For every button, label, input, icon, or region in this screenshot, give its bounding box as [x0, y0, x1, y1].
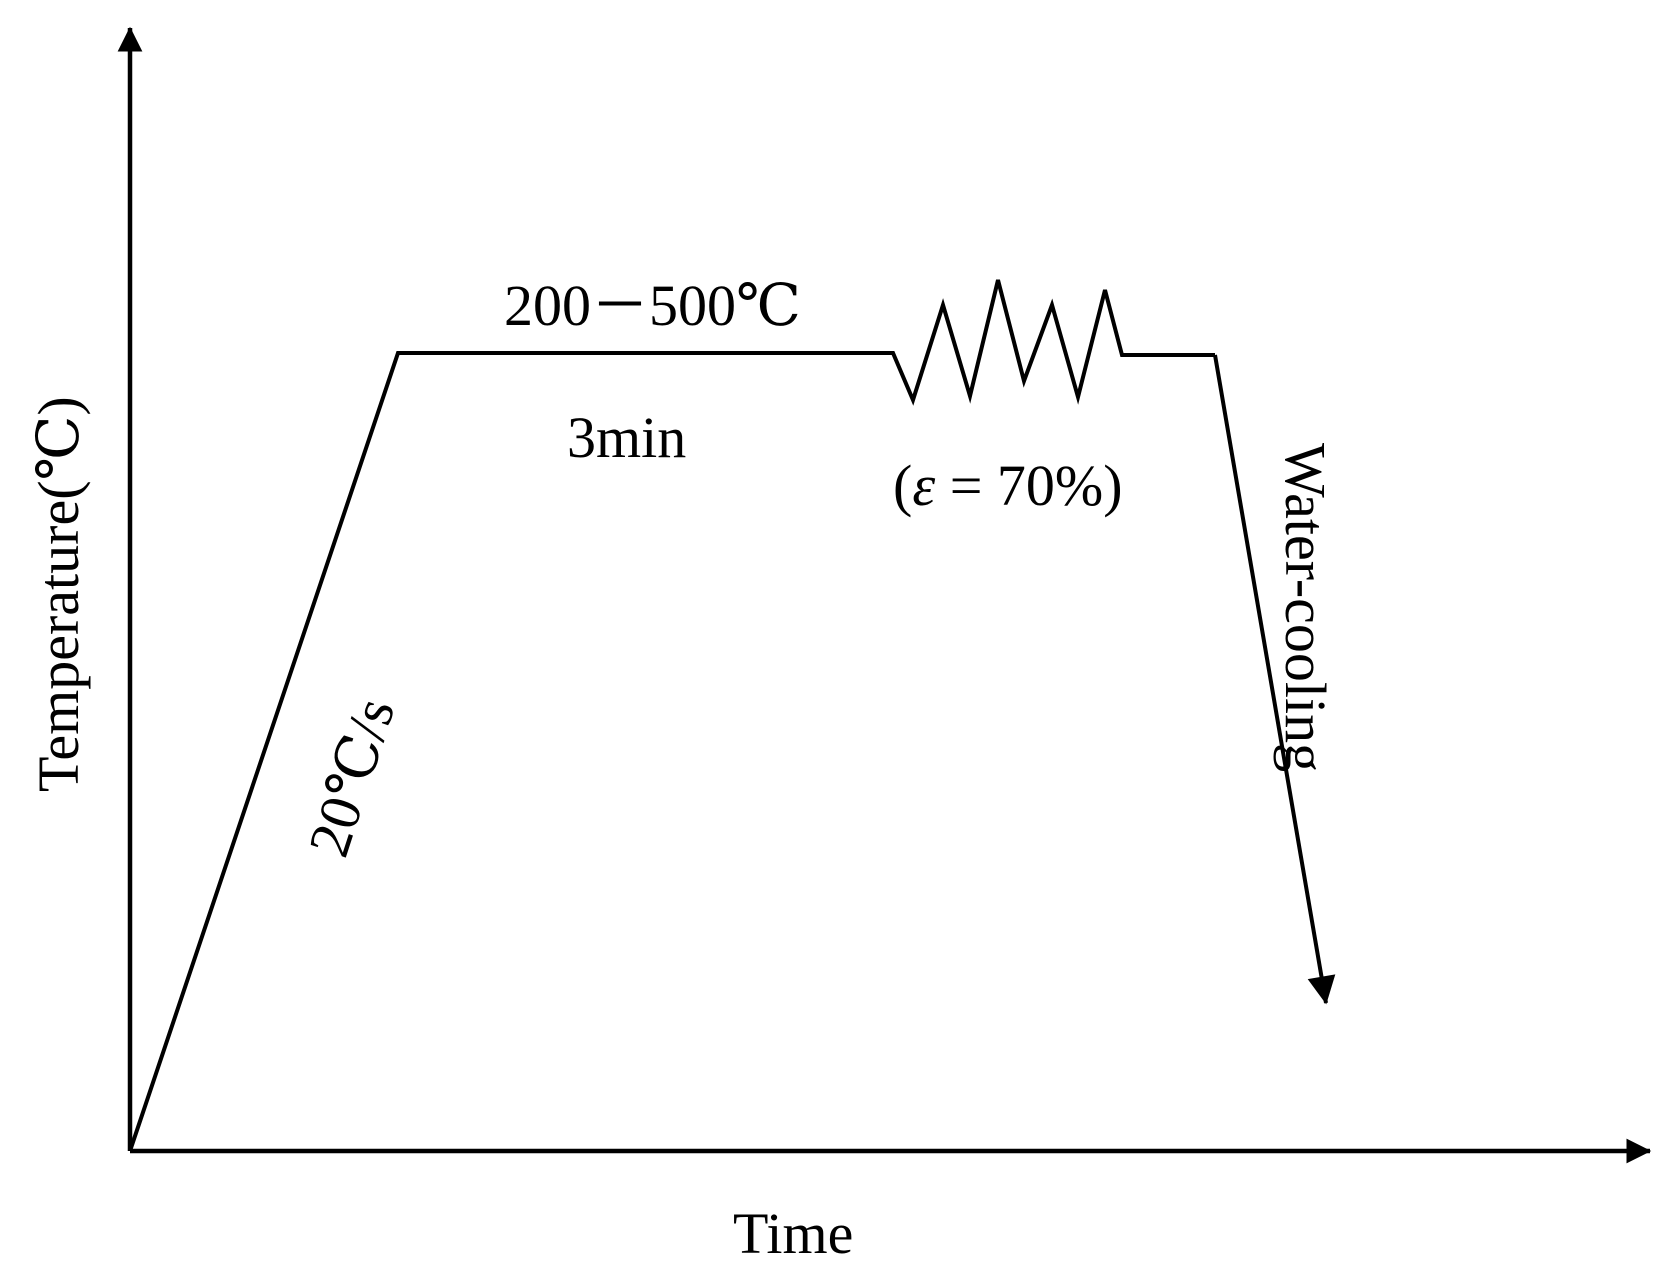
cooling-label: Water-cooling — [1273, 443, 1338, 772]
strain-label-epsilon: ε — [912, 453, 935, 518]
strain-label-close: ) — [1103, 453, 1122, 518]
hold-time-label: 3min — [567, 405, 686, 470]
strain-label-open: ( — [893, 453, 912, 518]
temperature-label: 200－500℃ — [504, 273, 801, 338]
process-curve — [128, 279, 1215, 1152]
heating-rate-label: 20℃/s — [296, 690, 408, 864]
x-axis-label: Time — [733, 1201, 853, 1266]
water-cooling-arrow — [1213, 354, 1336, 1005]
y-axis-label: Temperature(℃) — [26, 396, 91, 792]
strain-label-rest: = 70% — [935, 453, 1103, 518]
strain-label: (ε = 70%) — [893, 453, 1123, 518]
